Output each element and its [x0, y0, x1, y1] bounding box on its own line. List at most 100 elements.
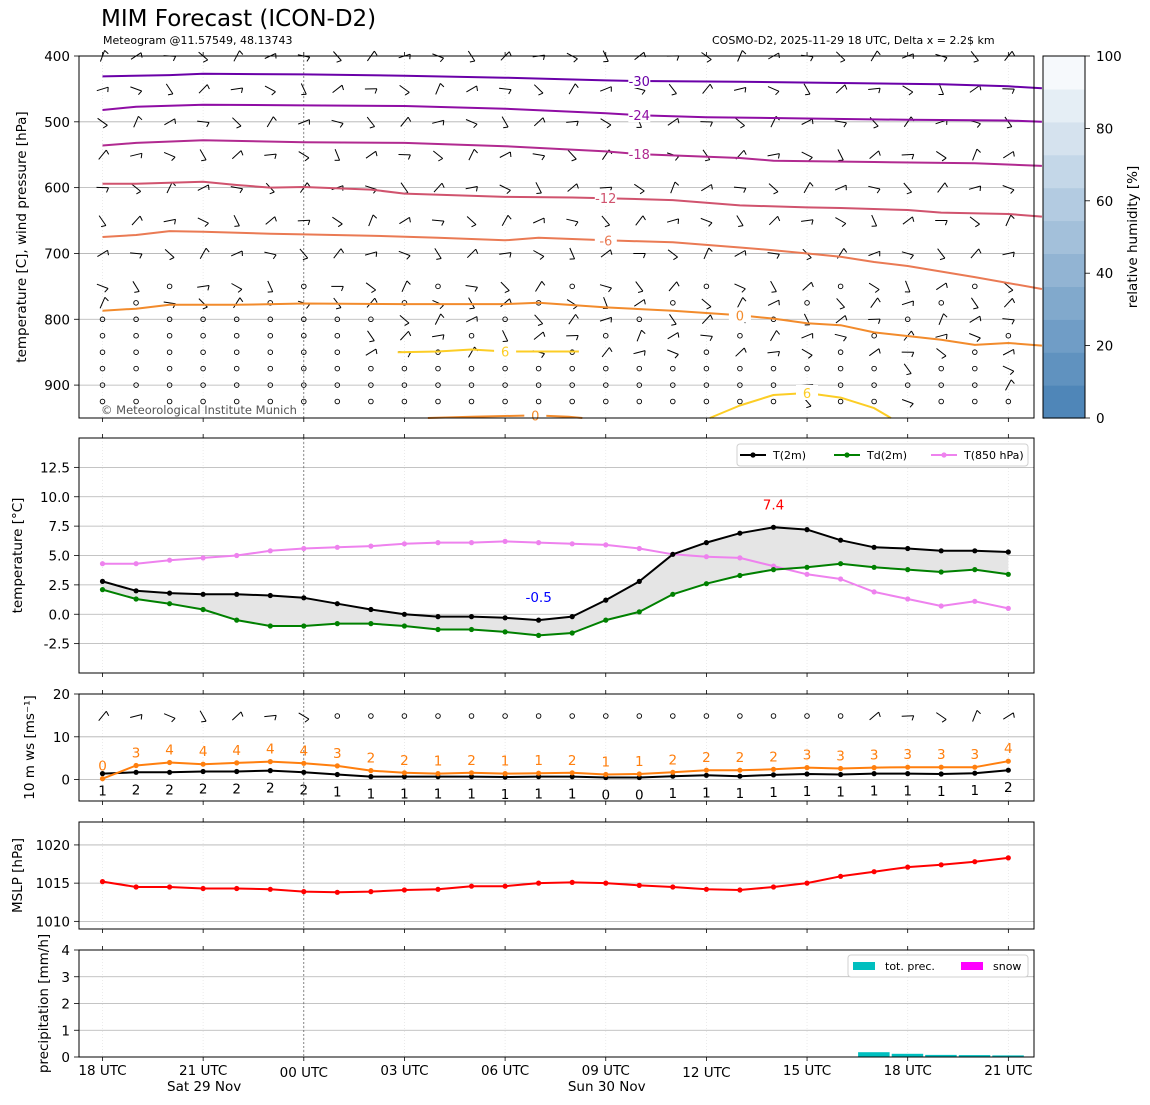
wind-speed-value-label: 1: [467, 787, 476, 803]
wind-barb: [1003, 282, 1014, 291]
data-point: [234, 617, 240, 623]
wind-barb-feather: [272, 116, 277, 121]
calm-wind-marker: [200, 382, 206, 388]
wind-barb: [802, 281, 812, 291]
wind-barb-feather: [976, 710, 981, 715]
upper-air-panel: temperature [C], wind pressure [hPa] 400 5…: [14, 49, 1043, 424]
y-axis-label: 10 m ws [ms⁻¹]: [22, 695, 38, 800]
wind-barb-feather: [876, 50, 881, 56]
wind-barb-feather: [441, 220, 445, 226]
wind-barb: [599, 186, 612, 189]
wind-barb: [701, 184, 712, 192]
legend-marker: [941, 452, 947, 458]
calm-wind-marker: [871, 332, 877, 339]
time-tick-label: 00 UTC: [280, 1065, 328, 1081]
wind-data-point: [301, 769, 307, 775]
calm-wind-marker: [334, 398, 341, 405]
wind-barb-feather: [943, 313, 948, 318]
wind-barb-feather: [407, 352, 411, 358]
wind-barb-feather: [574, 83, 579, 89]
wind-barb-feather: [711, 184, 713, 190]
wind-barb-feather: [677, 332, 680, 338]
wind-barb: [901, 251, 914, 256]
wind-barb: [334, 149, 341, 161]
wind-barb: [365, 282, 377, 291]
wind-barb-feather: [404, 322, 410, 326]
y-tick-label: 1: [61, 1023, 70, 1039]
wind-barb-feather: [743, 347, 747, 353]
time-tick-label: 09 UTC: [582, 1063, 630, 1079]
calm-wind-marker: [636, 398, 643, 405]
wind-barb: [230, 250, 243, 257]
wind-barb-feather: [777, 351, 780, 357]
wind-barb-feather: [575, 314, 579, 319]
wind-barb-feather: [202, 59, 208, 63]
wind-barb-feather: [476, 186, 478, 192]
y-tick-label: 0.0: [49, 607, 70, 623]
gust-value-label: 3: [803, 748, 812, 764]
data-point: [133, 596, 139, 602]
data-point: [737, 572, 743, 579]
calm-wind-marker: [837, 398, 844, 405]
calm-wind-marker: [99, 332, 106, 339]
data-point: [1005, 571, 1011, 577]
gust-value-label: 3: [870, 748, 879, 764]
data-point: [804, 564, 810, 570]
data-point: [301, 545, 307, 552]
panel-frame: [78, 821, 1035, 930]
mslp-data-point: [703, 886, 710, 892]
wind-barb-feather: [207, 285, 210, 291]
data-point: [99, 578, 106, 585]
calm-wind-marker: [670, 382, 676, 388]
wind-barb-feather: [811, 219, 814, 225]
wind-barb-feather: [604, 224, 610, 228]
wind-data-point: [167, 759, 173, 766]
mslp-data-point: [972, 859, 978, 865]
data-point: [234, 552, 240, 559]
data-point: [200, 591, 206, 597]
wind-barb: [300, 83, 307, 95]
mslp-line: [102, 856, 1009, 894]
wind-barb: [970, 248, 980, 259]
precipitation-bar: [992, 1055, 1024, 1057]
data-point: [401, 611, 407, 617]
wind-barb: [868, 282, 880, 290]
data-point: [234, 591, 240, 597]
data-point: [703, 581, 710, 587]
wind-barb-feather: [174, 219, 176, 225]
wind-barb: [400, 182, 409, 193]
data-point: [972, 548, 978, 554]
wind-speed-value-label: 1: [400, 787, 409, 803]
wind-barb: [566, 218, 579, 223]
wind-barb: [901, 399, 914, 405]
wind-barb-feather: [506, 189, 511, 194]
data-point: [200, 555, 206, 561]
calm-wind-marker: [703, 398, 710, 405]
wind-barb: [197, 120, 210, 123]
calm-wind-marker: [368, 713, 374, 719]
calm-wind-marker: [670, 713, 676, 719]
calm-wind-marker: [166, 316, 173, 323]
data-point: [401, 623, 407, 629]
wind-data-point: [334, 771, 340, 778]
wind-data-point: [737, 767, 743, 773]
wind-barb: [197, 184, 209, 191]
wind-barb: [703, 247, 710, 260]
data-point: [368, 606, 374, 613]
wind-barb-feather: [340, 248, 345, 254]
wind-barb-feather: [979, 316, 982, 322]
wind-barb: [131, 215, 141, 226]
wind-barb: [163, 713, 176, 719]
y-tick-label: 0: [61, 773, 70, 789]
wind-barb: [903, 363, 912, 374]
wind-barb-feather: [671, 323, 677, 326]
data-point: [167, 590, 173, 596]
wind-speed-value-label: 1: [434, 787, 443, 803]
calm-wind-marker: [334, 349, 341, 355]
wind-barb-feather: [473, 148, 478, 154]
calm-wind-marker: [938, 398, 944, 405]
wind-barb-feather: [341, 85, 344, 91]
wind-barb: [368, 214, 374, 227]
legend-swatch: [853, 962, 875, 970]
humidity-colorbar: 0 20 40 60 80 100 relative humidity [%]: [1042, 49, 1141, 427]
